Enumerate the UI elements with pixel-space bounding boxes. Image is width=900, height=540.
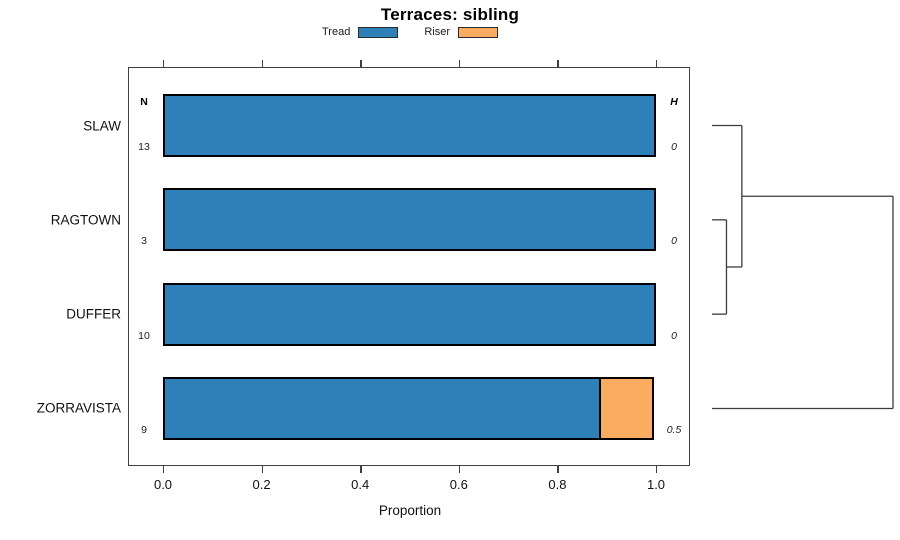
axis-tick-label: 0.2 — [252, 477, 271, 492]
category-label: ZORRAVISTA — [36, 400, 121, 416]
bar-row — [163, 282, 656, 346]
category-label: DUFFER — [66, 306, 121, 322]
axis-tick-label: 0.6 — [449, 477, 468, 492]
n-value: 10 — [138, 329, 150, 342]
bar-segment-tread — [163, 282, 656, 346]
axis-tick-bottom — [656, 466, 658, 473]
axis-tick-top — [261, 60, 263, 67]
axis-tick-top — [656, 60, 658, 67]
n-column-header: N — [140, 96, 148, 108]
axis-tick-bottom — [163, 466, 165, 473]
legend-item-riser: Riser — [424, 26, 498, 38]
legend-swatch-tread — [358, 26, 399, 38]
bar-segment-tread — [163, 94, 656, 157]
legend: Tread Riser — [322, 26, 498, 38]
h-column-header: H — [670, 96, 678, 108]
chart-title: Terraces: sibling — [380, 5, 520, 24]
axis-tick-top — [360, 60, 362, 67]
legend-label-tread: Tread — [322, 26, 351, 38]
x-axis-label: Proportion — [378, 503, 442, 518]
legend-item-tread: Tread — [322, 26, 399, 38]
h-value: 0 — [671, 235, 677, 248]
axis-tick-bottom — [557, 466, 559, 473]
category-label: RAGTOWN — [50, 212, 121, 228]
category-label: SLAW — [83, 118, 121, 133]
bar-row — [163, 94, 656, 157]
axis-tick-label: 0.0 — [153, 477, 173, 492]
axis-tick-bottom — [458, 466, 461, 473]
bar-row — [163, 376, 656, 440]
axis-tick-top — [557, 60, 559, 67]
h-value: 0 — [671, 141, 677, 153]
n-value: 9 — [141, 423, 147, 436]
axis-tick-bottom — [360, 466, 362, 473]
axis-tick-label: 1.0 — [646, 477, 666, 492]
axis-tick-label: 0.8 — [548, 477, 567, 492]
bar-segment-tread — [163, 376, 602, 440]
legend-swatch-riser — [458, 26, 498, 38]
bar-segment-riser — [599, 376, 654, 440]
axis-tick-bottom — [261, 466, 263, 473]
bar-row — [163, 188, 656, 252]
axis-tick-label: 0.4 — [351, 477, 370, 492]
h-value: 0.5 — [666, 423, 682, 436]
h-value: 0 — [671, 329, 677, 342]
axis-tick-top — [458, 60, 461, 67]
n-value: 3 — [141, 235, 147, 248]
bar-segment-tread — [163, 188, 656, 252]
n-value: 13 — [138, 141, 150, 153]
legend-label-riser: Riser — [424, 26, 450, 38]
axis-tick-top — [163, 60, 165, 67]
